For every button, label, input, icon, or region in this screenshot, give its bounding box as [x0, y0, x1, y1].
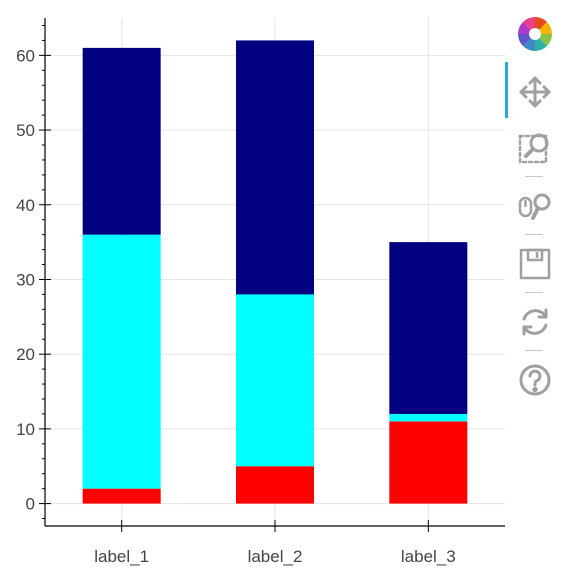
- stacked-bars: [82, 40, 468, 504]
- bar-chart: 0 10 20 30 40 50 60 label_1 label_2 label_3: [16, 18, 505, 566]
- wheel-zoom-icon[interactable]: [515, 186, 555, 226]
- x-tick-label: label_1: [94, 547, 149, 566]
- toolbar-divider: [525, 234, 543, 235]
- bar-segment-label_2-s0: [236, 466, 314, 504]
- floppy-disk-icon[interactable]: [515, 244, 555, 284]
- box-zoom-icon[interactable]: [515, 128, 555, 168]
- y-tick-label: 10: [16, 420, 35, 439]
- toolbar: [505, 10, 562, 410]
- bar-segment-label_2-s2: [236, 40, 314, 295]
- bar-segment-label_2-s1: [236, 294, 314, 467]
- question-mark-icon[interactable]: [515, 360, 555, 400]
- bar-segment-label_3-s1: [389, 413, 468, 422]
- move-arrows-icon[interactable]: [515, 72, 555, 112]
- x-tick-label: label_2: [248, 547, 303, 566]
- y-tick-label: 60: [16, 46, 35, 65]
- bokeh-logo-icon[interactable]: [515, 14, 555, 54]
- bar-segment-label_3-s2: [389, 242, 468, 414]
- x-tick-label: label_3: [401, 547, 456, 566]
- toolbar-divider: [525, 350, 543, 351]
- toolbar-divider: [525, 176, 543, 177]
- bar-segment-label_1-s1: [82, 234, 161, 489]
- y-tick-label: 0: [26, 495, 35, 514]
- y-tick-label: 30: [16, 270, 35, 289]
- y-axis-ticks: 0 10 20 30 40 50 60: [16, 24, 51, 520]
- y-tick-label: 50: [16, 121, 35, 140]
- toolbar-divider: [525, 292, 543, 293]
- y-tick-label: 40: [16, 196, 35, 215]
- bar-segment-label_3-s0: [389, 421, 468, 504]
- x-axis-ticks: label_1 label_2 label_3: [94, 520, 456, 566]
- y-tick-label: 20: [16, 345, 35, 364]
- reset-arrows-icon[interactable]: [515, 302, 555, 342]
- bar-segment-label_1-s0: [82, 488, 161, 504]
- bar-segment-label_1-s2: [82, 47, 161, 235]
- active-tool-indicator: [505, 62, 508, 118]
